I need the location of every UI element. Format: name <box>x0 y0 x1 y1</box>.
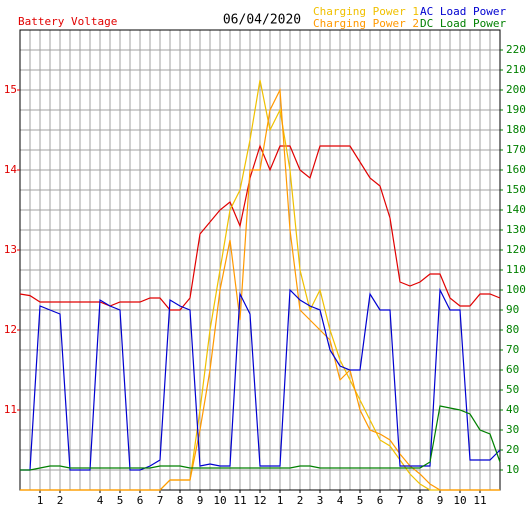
x-tick-label: 11 <box>233 494 246 507</box>
x-tick-label: 7 <box>397 494 404 507</box>
x-tick-label: 2 <box>297 494 304 507</box>
y2-tick-label: 100 <box>506 283 526 296</box>
y2-tick-label: 180 <box>506 123 526 136</box>
y-tick-label: 15 <box>4 83 17 96</box>
x-tick-label: 9 <box>197 494 204 507</box>
x-tick-label: 8 <box>417 494 424 507</box>
x-tick-label: 10 <box>453 494 466 507</box>
legend-entry: Battery Voltage <box>18 15 117 28</box>
series-line <box>20 405 501 471</box>
y2-tick-label: 30 <box>506 423 519 436</box>
legend-entry: AC Load Power <box>420 5 506 18</box>
y2-tick-label: 170 <box>506 143 526 156</box>
x-tick-label: 2 <box>57 494 64 507</box>
x-tick-label: 6 <box>377 494 384 507</box>
x-tick-label: 4 <box>337 494 344 507</box>
x-tick-label: 10 <box>213 494 226 507</box>
y2-tick-label: 210 <box>506 63 526 76</box>
x-tick-label: 5 <box>117 494 124 507</box>
x-tick-label: 9 <box>437 494 444 507</box>
x-tick-label: 7 <box>157 494 164 507</box>
y2-tick-label: 20 <box>506 443 519 456</box>
x-tick-label: 8 <box>177 494 184 507</box>
legend-entry: Charging Power 2 <box>313 17 419 30</box>
x-tick-label: 1 <box>277 494 284 507</box>
x-tick-label: 5 <box>357 494 364 507</box>
x-tick-label: 11 <box>473 494 486 507</box>
y-tick-label: 13 <box>4 243 17 256</box>
y2-tick-label: 140 <box>506 203 526 216</box>
y2-tick-label: 200 <box>506 83 526 96</box>
y2-tick-label: 90 <box>506 303 519 316</box>
y-tick-label: 14 <box>4 163 18 176</box>
y2-tick-label: 80 <box>506 323 519 336</box>
y2-tick-label: 190 <box>506 103 526 116</box>
legend-entry: Charging Power 1 <box>313 5 419 18</box>
y2-tick-label: 120 <box>506 243 526 256</box>
y2-tick-label: 10 <box>506 463 519 476</box>
legend-entry: DC Load Power <box>420 17 506 30</box>
series-line <box>20 87 500 491</box>
y-tick-label: 12 <box>4 323 17 336</box>
y2-tick-label: 160 <box>506 163 526 176</box>
x-tick-label: 6 <box>137 494 144 507</box>
y2-tick-label: 70 <box>506 343 519 356</box>
x-tick-label: 3 <box>317 494 324 507</box>
x-tick-label: 4 <box>97 494 104 507</box>
y-tick-label: 11 <box>4 403 17 416</box>
y2-tick-label: 110 <box>506 263 526 276</box>
y2-tick-label: 150 <box>506 183 526 196</box>
chart-title: 06/04/2020 <box>223 13 301 28</box>
x-tick-label: 12 <box>253 494 266 507</box>
y2-tick-label: 60 <box>506 363 519 376</box>
y2-tick-label: 40 <box>506 403 519 416</box>
series-line <box>20 287 501 471</box>
y2-tick-label: 220 <box>506 43 526 56</box>
y2-tick-label: 50 <box>506 383 519 396</box>
y2-tick-label: 130 <box>506 223 526 236</box>
x-tick-label: 1 <box>37 494 44 507</box>
